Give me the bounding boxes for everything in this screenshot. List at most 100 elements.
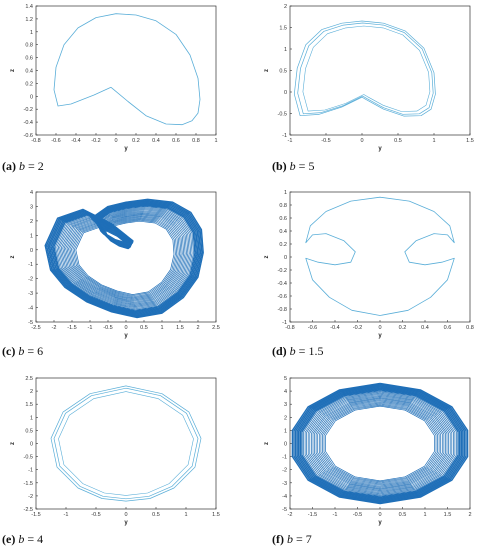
x-tick-label: 0.4: [152, 138, 160, 144]
trajectory-line-f: [312, 397, 448, 490]
x-axis-label: y: [124, 520, 128, 526]
y-tick-label: 3: [30, 204, 33, 210]
plot-frame-b: [289, 5, 471, 136]
x-tick-label: 0.5: [394, 138, 402, 144]
x-tick-label: 0.4: [421, 325, 429, 331]
y-axis-label: z: [10, 442, 16, 445]
y-tick-label: 0.5: [279, 69, 287, 75]
y-tick-label: 0: [284, 442, 287, 448]
x-tick-label: 0.5: [140, 325, 148, 331]
x-tick-label: -1.5: [308, 512, 317, 518]
plot-frame-a: [35, 5, 217, 136]
y-tick-label: 2: [30, 219, 33, 225]
x-tick-label: 1: [432, 138, 435, 144]
y-tick-label: 0.4: [25, 69, 33, 75]
y-tick-label: 1: [284, 428, 287, 434]
y-axis-label: z: [264, 442, 270, 445]
y-axis-label: z: [264, 256, 270, 259]
x-tick-label: -1: [88, 325, 93, 331]
x-tick-label: 1.5: [444, 512, 452, 518]
trajectory-line-f: [314, 398, 446, 489]
y-tick-label: 1: [284, 190, 287, 196]
x-tick-label: -0.5: [91, 512, 100, 518]
x-tick-label: 2.5: [212, 325, 220, 331]
plot-frame-e: [35, 377, 217, 510]
y-tick-label: 0.6: [25, 56, 33, 62]
y-tick-label: 0.2: [279, 242, 287, 248]
panel-caption-c: (c) b = 6: [2, 344, 43, 358]
y-tick-label: 1.2: [25, 17, 33, 23]
trajectory-line-b: [293, 20, 436, 117]
y-tick-label: -1.5: [24, 481, 33, 487]
y-tick-label: -4: [28, 306, 33, 312]
y-tick-label: -2: [28, 494, 33, 500]
y-tick-label: 2.5: [25, 376, 33, 382]
y-tick-label: -1: [282, 133, 287, 139]
y-tick-label: 2: [30, 389, 33, 395]
x-tick-label: -0.5: [353, 512, 362, 518]
y-tick-label: -1: [28, 468, 33, 474]
x-tick-label: -2.5: [31, 325, 40, 331]
x-tick-label: -0.6: [308, 325, 317, 331]
trajectory-line-f: [320, 402, 440, 485]
y-axis-label: z: [264, 69, 270, 72]
y-tick-label: 0: [284, 90, 287, 96]
trajectory-line-f: [317, 400, 443, 487]
trajectory-line-b: [297, 22, 434, 115]
y-tick-label: -2: [28, 277, 33, 283]
y-tick-label: -0.4: [24, 120, 33, 126]
y-tick-label: -5: [28, 320, 33, 326]
x-tick-label: -0.2: [91, 138, 100, 144]
trajectory-line-f: [322, 403, 438, 484]
x-tick-label: 0.8: [466, 325, 474, 331]
x-axis-label: y: [124, 146, 128, 152]
trajectory-line-f: [298, 387, 462, 500]
y-tick-label: -4: [282, 494, 287, 500]
x-axis-label: y: [378, 146, 382, 152]
y-tick-label: 0: [30, 94, 33, 100]
y-tick-label: 4: [30, 190, 33, 196]
x-tick-label: -1: [288, 138, 293, 144]
trajectory-line-f: [307, 393, 453, 494]
y-tick-label: 2: [284, 4, 287, 10]
trajectory-line-f: [325, 405, 435, 482]
x-tick-label: -0.8: [31, 138, 40, 144]
trajectory-line-f: [291, 382, 469, 505]
panel-caption-e: (e) b = 4: [2, 532, 43, 546]
x-tick-label: 0.6: [172, 138, 180, 144]
x-tick-label: 0.5: [152, 512, 160, 518]
y-tick-label: 0.8: [279, 203, 287, 209]
y-tick-label: 1: [30, 233, 33, 239]
x-tick-label: -1: [333, 512, 338, 518]
y-tick-label: 0.4: [279, 229, 287, 235]
y-tick-label: 0.5: [25, 428, 33, 434]
y-tick-label: -1: [282, 455, 287, 461]
y-tick-label: -3: [282, 481, 287, 487]
trajectory-line-f: [299, 388, 461, 499]
trajectory-line-e: [58, 391, 194, 496]
y-tick-label: 0: [30, 442, 33, 448]
x-tick-label: -1.5: [31, 512, 40, 518]
panel-caption-b: (b) b = 5: [272, 159, 314, 173]
trajectory-line-f: [293, 383, 467, 504]
trajectory-line-f: [309, 394, 451, 493]
chart-panel-c: -2.5 -2 -1.5 -1 -0.5 0 0.5 1 1.5 2 2.5 -5 -4 -3 -2 -1 0 1…: [2, 190, 220, 358]
trajectory-line-f: [323, 404, 437, 483]
y-tick-label: 1: [30, 415, 33, 421]
trajectory-line-f: [311, 396, 449, 491]
x-tick-label: 1.5: [466, 138, 474, 144]
trajectory-line-f: [304, 391, 456, 496]
y-tick-label: -0.6: [278, 294, 287, 300]
x-tick-label: -0.6: [51, 138, 60, 144]
trajectory-line-f: [303, 390, 457, 497]
x-tick-label: 1: [214, 138, 217, 144]
x-tick-label: -2: [288, 512, 293, 518]
y-tick-label: 0.2: [25, 81, 33, 87]
y-tick-label: -5: [282, 507, 287, 513]
x-axis-label: y: [378, 333, 382, 339]
trajectory-line-a: [53, 13, 201, 126]
trajectory-line-f: [301, 389, 459, 498]
trajectory-line-b: [302, 25, 431, 112]
x-tick-label: 0.5: [399, 512, 407, 518]
